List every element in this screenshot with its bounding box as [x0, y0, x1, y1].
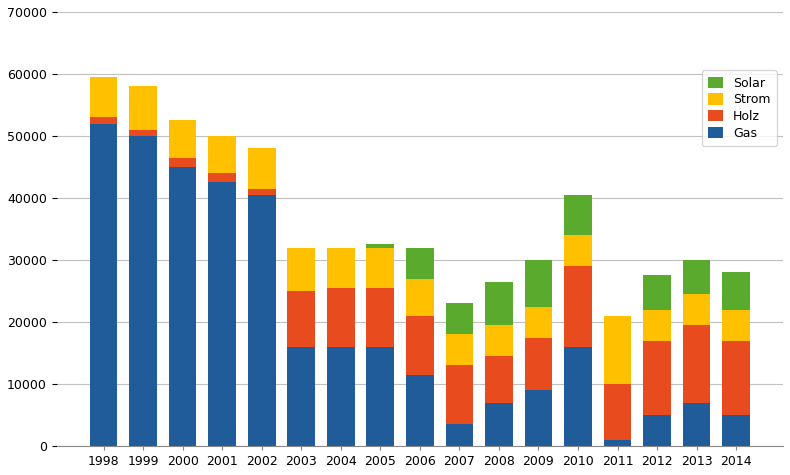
Bar: [446, 365, 473, 424]
Bar: [406, 375, 434, 446]
Bar: [525, 390, 552, 446]
Bar: [722, 341, 750, 415]
Bar: [446, 334, 473, 365]
Bar: [604, 316, 631, 384]
Bar: [367, 245, 394, 247]
Bar: [643, 341, 671, 415]
Bar: [90, 124, 118, 446]
Bar: [446, 424, 473, 446]
Bar: [683, 403, 710, 446]
Bar: [564, 347, 592, 446]
Bar: [643, 276, 671, 310]
Bar: [406, 279, 434, 316]
Bar: [248, 195, 276, 446]
Bar: [327, 347, 355, 446]
Bar: [643, 415, 671, 446]
Bar: [722, 272, 750, 310]
Bar: [367, 288, 394, 347]
Bar: [683, 294, 710, 325]
Bar: [288, 291, 315, 347]
Bar: [446, 304, 473, 334]
Bar: [683, 260, 710, 294]
Bar: [288, 347, 315, 446]
Bar: [327, 288, 355, 347]
Bar: [169, 158, 197, 167]
Bar: [406, 247, 434, 279]
Bar: [130, 136, 157, 446]
Bar: [525, 260, 552, 306]
Bar: [683, 325, 710, 403]
Bar: [604, 384, 631, 440]
Bar: [564, 266, 592, 347]
Bar: [327, 247, 355, 288]
Bar: [722, 310, 750, 341]
Bar: [564, 195, 592, 235]
Bar: [525, 338, 552, 390]
Bar: [604, 440, 631, 446]
Bar: [209, 173, 236, 182]
Bar: [564, 235, 592, 266]
Bar: [169, 167, 197, 446]
Bar: [288, 247, 315, 291]
Bar: [90, 117, 118, 124]
Bar: [169, 121, 197, 158]
Bar: [130, 86, 157, 130]
Bar: [485, 282, 513, 325]
Bar: [485, 356, 513, 403]
Bar: [367, 247, 394, 288]
Bar: [130, 130, 157, 136]
Bar: [722, 415, 750, 446]
Bar: [406, 316, 434, 375]
Bar: [209, 136, 236, 173]
Bar: [525, 306, 552, 338]
Bar: [367, 347, 394, 446]
Bar: [209, 182, 236, 446]
Bar: [248, 148, 276, 189]
Bar: [248, 189, 276, 195]
Bar: [643, 310, 671, 341]
Bar: [485, 403, 513, 446]
Bar: [90, 77, 118, 117]
Legend: Solar, Strom, Holz, Gas: Solar, Strom, Holz, Gas: [702, 70, 777, 146]
Bar: [485, 325, 513, 356]
